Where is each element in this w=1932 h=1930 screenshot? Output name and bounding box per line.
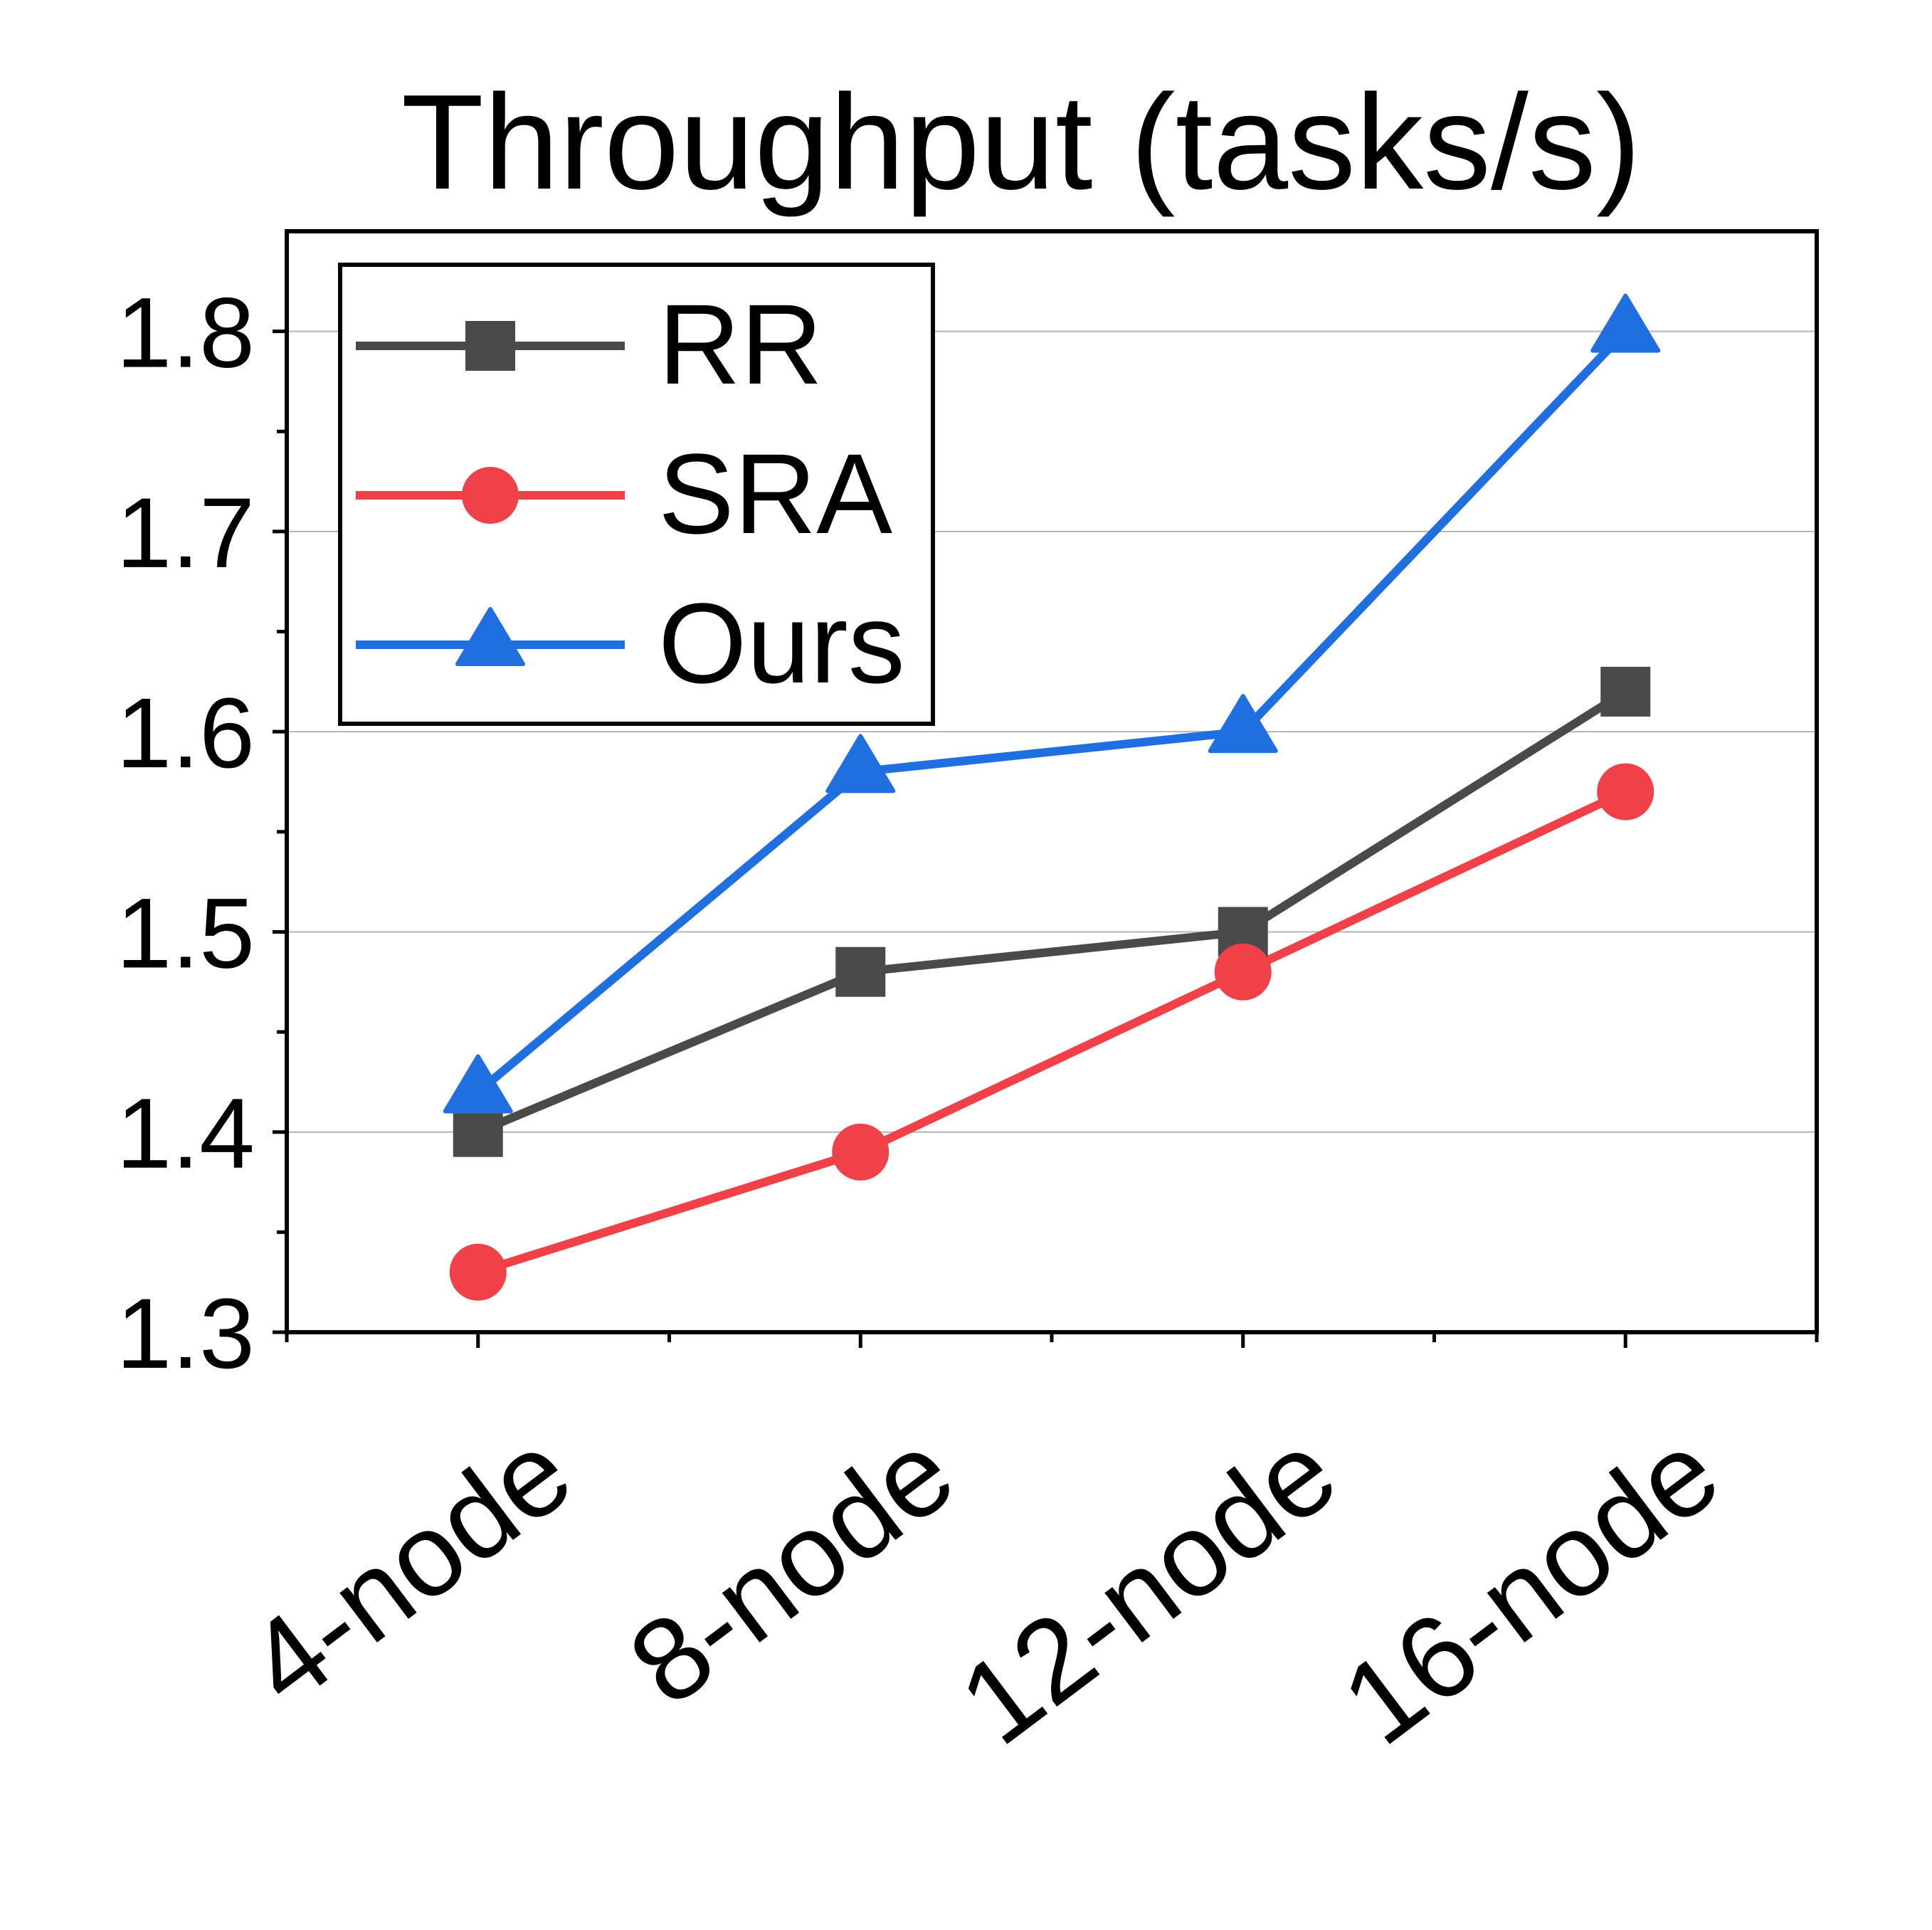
legend-label-ours: Ours	[658, 579, 905, 707]
data-point-ours	[1590, 293, 1661, 353]
legend-marker-ours	[455, 607, 525, 666]
series-line-sra	[476, 788, 1627, 1277]
legend-label-rr: RR	[658, 280, 823, 408]
y-tick-label: 1.7	[116, 477, 255, 589]
x-tick-label: 16-node	[1319, 1406, 1741, 1769]
series-line-ours	[475, 328, 1629, 1096]
chart-title: Throughput (tasks/s)	[401, 67, 1641, 218]
data-point-sra	[449, 1243, 507, 1301]
legend-label-sra: SRA	[658, 430, 892, 557]
y-tick-label: 1.6	[116, 677, 255, 789]
x-tick-label: 8-node	[606, 1406, 976, 1730]
data-point-sra	[1597, 763, 1654, 821]
legend-marker-sra	[462, 467, 519, 524]
x-tick-label: 4-node	[223, 1406, 594, 1730]
series-lines	[475, 328, 1629, 1277]
data-point-sra	[832, 1123, 890, 1181]
data-point-sra	[1214, 943, 1272, 1001]
data-point-ours	[825, 734, 896, 793]
x-tick-label: 12-node	[936, 1406, 1359, 1769]
legend-marker-rr	[465, 321, 515, 371]
y-tick-label: 1.8	[116, 277, 255, 389]
y-axis: 1.3 1.4 1.5 1.6 1.7 1.8	[116, 277, 287, 1389]
data-point-rr	[835, 946, 886, 997]
y-tick-label: 1.4	[116, 1077, 255, 1189]
data-point-rr	[1600, 666, 1651, 717]
data-point-ours	[443, 1054, 513, 1114]
y-tick-label: 1.3	[116, 1277, 255, 1389]
y-tick-label: 1.5	[116, 877, 255, 988]
series-line-rr	[476, 687, 1628, 1137]
data-point-ours	[1208, 694, 1278, 754]
legend: RR SRA Ours	[338, 263, 935, 726]
series-markers	[443, 293, 1661, 1301]
data-point-rr	[453, 1107, 503, 1157]
